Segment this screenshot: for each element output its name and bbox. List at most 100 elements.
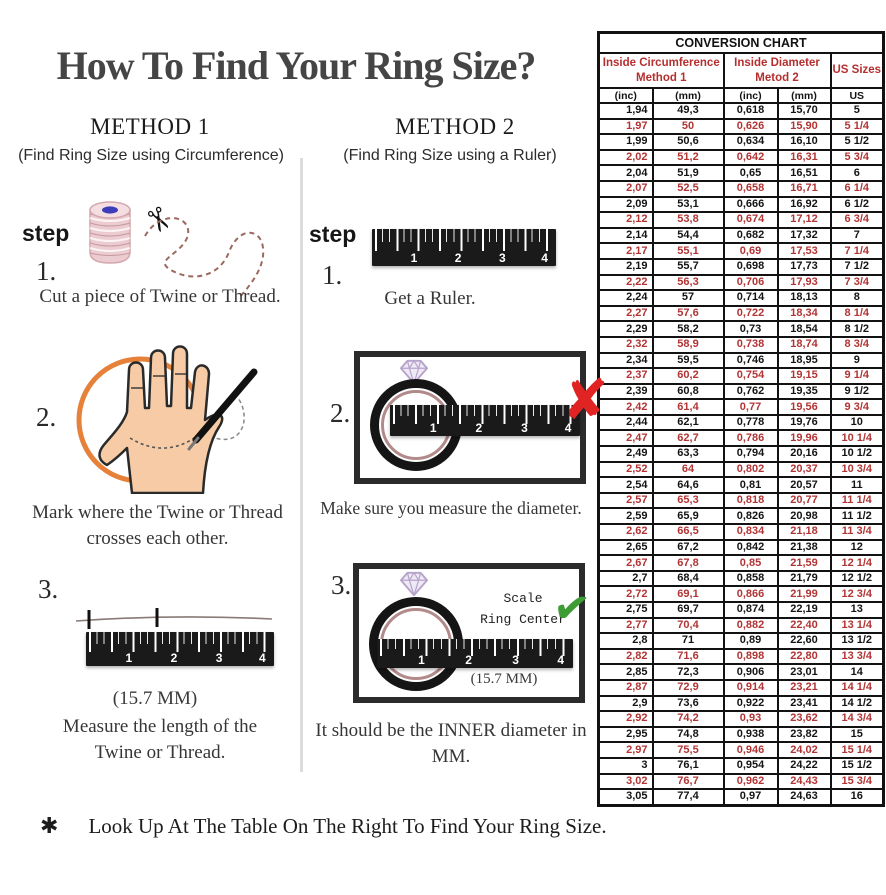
table-cell: 17,93: [776, 273, 832, 292]
table-cell: 21,59: [776, 554, 832, 572]
table-cell: 63,3: [651, 445, 725, 463]
table-cell: 0,954: [722, 756, 779, 775]
table-cell: 2,19: [597, 257, 654, 276]
table-cell: 1,97: [597, 117, 654, 136]
table-title: CONVERSION CHART: [597, 31, 885, 54]
table-row: 2,04 51,9 0,65 16,51 6: [597, 164, 885, 182]
table-cell: 2,32: [597, 335, 654, 354]
table-cell: 2,92: [597, 710, 654, 728]
table-cell: 68,4: [651, 569, 725, 588]
table-cell: 14 1/4: [829, 678, 885, 697]
table-cell: 0,938: [722, 725, 779, 744]
table-cell: 7: [829, 226, 885, 245]
table-cell: 53,1: [651, 195, 725, 214]
table-cell: 0,858: [722, 569, 779, 588]
table-cell: 6 1/4: [829, 179, 885, 198]
table-cell: 21,99: [776, 585, 832, 603]
table-cell: 8: [829, 289, 885, 307]
table-cell: 2,95: [597, 725, 654, 744]
scale-ring-center-label: Scale Ring Center: [480, 591, 566, 627]
table-cell: 2,77: [597, 616, 654, 635]
table-cell: 5: [829, 102, 885, 120]
table-cell: 7 3/4: [829, 273, 885, 292]
table-cell: 14 3/4: [829, 710, 885, 728]
table-cell: 65,9: [651, 507, 725, 526]
table-cell: 55,1: [651, 242, 725, 260]
table-cell: 2,07: [597, 179, 654, 198]
table-cell: 14 1/2: [829, 694, 885, 713]
table-cell: 13 1/4: [829, 616, 885, 635]
table-cell: 2,09: [597, 195, 654, 214]
table-cell: 0,69: [722, 242, 779, 260]
method2-step1-caption: Get a Ruler.: [384, 288, 476, 309]
table-cell: 7 1/4: [829, 242, 885, 260]
table-cell: 0,81: [722, 476, 779, 494]
table-cell: 1,99: [597, 133, 654, 151]
table-cell: 10 1/2: [829, 445, 885, 463]
table-cell: 51,9: [651, 164, 725, 182]
table-cell: 2,29: [597, 320, 654, 338]
table-cell: 0,658: [722, 179, 779, 198]
table-cell: 67,8: [651, 554, 725, 572]
table-cell: 0,898: [722, 647, 779, 666]
table-row: 2,75 69,7 0,874 22,19 13: [597, 601, 885, 619]
table-row: 2,95 74,8 0,938 23,82 15: [597, 725, 885, 744]
table-row: 2,37 60,2 0,754 19,15 9 1/4: [597, 367, 885, 385]
table-cell: 12 1/4: [829, 554, 885, 572]
table-cell: 23,41: [776, 694, 832, 713]
table-cell: 20,37: [776, 460, 832, 479]
measured-thread-line: [75, 608, 273, 629]
table-cell: 0,762: [722, 382, 779, 401]
table-cell: 52,5: [651, 179, 725, 198]
table-cell: 2,65: [597, 538, 654, 557]
table-row: 3,02 76,7 0,962 24,43 15 3/4: [597, 772, 885, 791]
table-row: 2,85 72,3 0,906 23,01 14: [597, 663, 885, 681]
table-row: 2,47 62,7 0,786 19,96 10 1/4: [597, 429, 885, 448]
table-cell: 2,49: [597, 445, 654, 463]
table-cell: 0,794: [722, 445, 779, 463]
table-cell: 2,9: [597, 694, 654, 713]
table-cell: 0,634: [722, 133, 779, 151]
method2-step1-number: 1.: [322, 260, 343, 290]
table-cell: 57,6: [651, 304, 725, 323]
method2-measurement: (15.7 MM): [470, 671, 538, 687]
table-cell: 75,5: [651, 741, 725, 759]
table-cell: 11 1/2: [829, 507, 885, 526]
table-cell: 0,682: [722, 226, 779, 245]
table-cell: 2,12: [597, 211, 654, 229]
table-cell: 66,5: [651, 523, 725, 541]
table-cell: 10 3/4: [829, 460, 885, 479]
table-cell: 49,3: [651, 102, 725, 120]
table-cell: 73,6: [651, 694, 725, 713]
table-row: 2,44 62,1 0,778 19,76 10: [597, 413, 885, 432]
table-cell: 21,79: [776, 569, 832, 588]
table-row: 3,05 77,4 0,97 24,63 16: [597, 788, 885, 807]
table-cell: 9 1/2: [829, 382, 885, 401]
table-cell: 15,90: [776, 117, 832, 136]
table-cell: 23,21: [776, 678, 832, 697]
table-row: 2,24 57 0,714 18,13 8: [597, 289, 885, 307]
table-cell: 9: [829, 351, 885, 370]
table-row: 1,94 49,3 0,618 15,70 5: [597, 102, 885, 120]
table-cell: 0,698: [722, 257, 779, 276]
table-body: 1,94 49,3 0,618 15,70 5 1,97 50 0,626 15,90 5 1/4…: [597, 102, 885, 807]
table-row: 2,97 75,5 0,946 24,02 15 1/4: [597, 741, 885, 759]
table-cell: 2,57: [597, 491, 654, 510]
table-cell: 0,746: [722, 351, 779, 370]
table-cell: 0,914: [722, 678, 779, 697]
table-cell: 2,17: [597, 242, 654, 260]
wrong-x-icon: ✘: [562, 368, 609, 433]
table-row: 2,59 65,9 0,826 20,98 11 1/2: [597, 507, 885, 526]
table-cell: 11 3/4: [829, 523, 885, 541]
table-cell: 5 1/4: [829, 117, 885, 136]
table-cell: 0,802: [722, 460, 779, 479]
method2-subtitle: (Find Ring Size using a Ruler): [343, 147, 557, 164]
asterisk-icon: ✱: [40, 814, 59, 839]
table-cell: 0,618: [722, 102, 779, 120]
table-cell: 21,38: [776, 538, 832, 557]
table-cell: 16,92: [776, 195, 832, 214]
unit-header: (inc): [722, 87, 779, 104]
unit-header: (mm): [651, 87, 725, 104]
method1-heading: METHOD 1: [90, 114, 210, 139]
table-cell: 64: [651, 460, 725, 479]
